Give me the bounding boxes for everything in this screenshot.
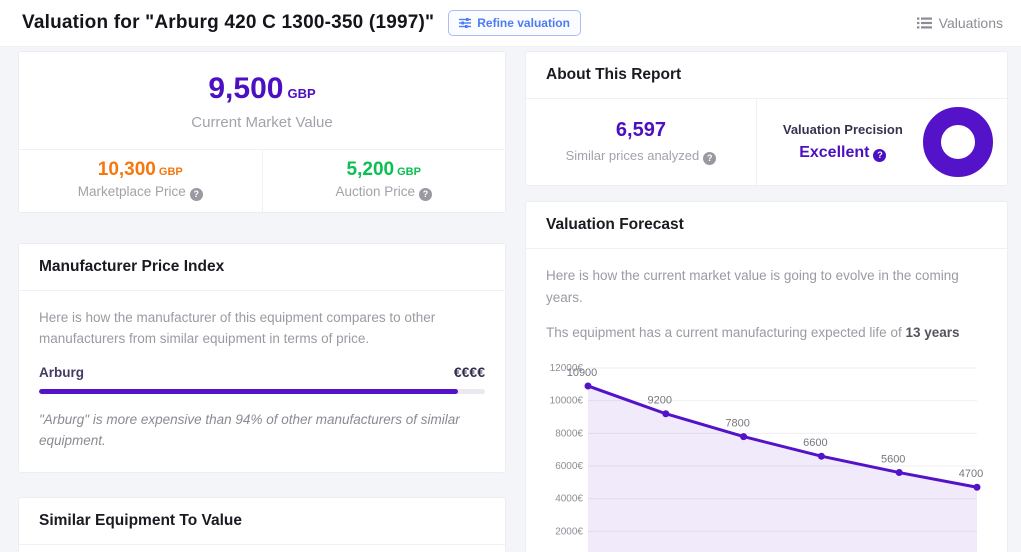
forecast-chart-wrap: 0€2000€4000€6000€8000€10000€12000€202120… — [546, 358, 987, 552]
left-column: 9,500 GBP Current Market Value 10,300 GBP … — [18, 51, 506, 552]
price-scale-symbols: €€€€ — [453, 363, 485, 380]
manufacturer-price-index-header: Manufacturer Price Index — [19, 244, 505, 291]
marketplace-price-help-icon[interactable]: ? — [189, 187, 203, 201]
svg-text:12000€: 12000€ — [550, 363, 584, 374]
price-breakdown-row: 10,300 GBP Marketplace Price? 5,200 GBP Au… — [19, 149, 505, 212]
precision-donut-chart — [923, 107, 993, 177]
valuation-precision-label: Valuation Precision — [782, 122, 903, 137]
marketplace-price-label: Marketplace Price? — [19, 184, 262, 201]
refine-valuation-label: Refine valuation — [477, 16, 570, 30]
market-value-card: 9,500 GBP Current Market Value 10,300 GBP … — [18, 51, 506, 213]
auction-price-help-icon[interactable]: ? — [419, 187, 433, 201]
forecast-life-text: Ths equipment has a current manufacturin… — [546, 325, 960, 341]
svg-text:10900: 10900 — [567, 367, 598, 379]
valuations-link[interactable]: Valuations — [916, 15, 1003, 31]
refine-valuation-button[interactable]: Refine valuation — [448, 10, 581, 36]
prices-analyzed-cell: 6,597 Similar prices analyzed? — [526, 99, 757, 185]
similar-equipment-header: Similar Equipment To Value — [19, 498, 505, 545]
marketplace-price-amount: 10,300 — [97, 159, 156, 180]
price-index-scale-row: Arburg €€€€ — [39, 364, 485, 380]
auction-price-currency: GBP — [397, 166, 421, 178]
main-content: 9,500 GBP Current Market Value 10,300 GBP … — [0, 47, 1021, 552]
svg-text:9200: 9200 — [648, 395, 672, 407]
similar-equipment-title: Similar Equipment To Value — [39, 511, 242, 529]
marketplace-price-cell: 10,300 GBP Marketplace Price? — [19, 150, 262, 212]
svg-text:5600: 5600 — [881, 453, 905, 465]
svg-text:6600: 6600 — [803, 437, 827, 449]
manufacturer-price-index-body: Here is how the manufacturer of this equ… — [19, 291, 505, 472]
prices-analyzed-help-icon[interactable]: ? — [703, 151, 717, 165]
current-market-value-block: 9,500 GBP Current Market Value — [19, 52, 505, 149]
auction-price-label: Auction Price? — [263, 184, 506, 201]
current-market-value-amount: 9,500 — [208, 72, 284, 105]
price-index-bar — [39, 388, 485, 394]
page-title: Valuation for "Arburg 420 C 1300-350 (19… — [22, 12, 435, 33]
price-index-description: Here is how the manufacturer of this equ… — [39, 309, 436, 347]
manufacturer-name: Arburg — [39, 364, 84, 380]
precision-help-icon[interactable]: ? — [873, 148, 887, 162]
current-market-value-label: Current Market Value — [191, 114, 333, 131]
valuation-forecast-header: Valuation Forecast — [526, 202, 1007, 249]
prices-analyzed-label: Similar prices analyzed? — [566, 148, 717, 165]
prices-analyzed-value: 6,597 — [615, 119, 666, 142]
list-icon — [916, 17, 932, 29]
auction-price-amount: 5,200 — [346, 159, 395, 180]
valuation-forecast-card: Valuation Forecast Here is how the curre… — [525, 201, 1008, 552]
price-index-fill — [39, 388, 459, 394]
right-column: About This Report 6,597 Similar prices a… — [525, 51, 1008, 552]
valuation-precision-block: Valuation Precision Excellent? — [783, 122, 903, 162]
svg-text:8000€: 8000€ — [555, 428, 583, 439]
about-report-card: About This Report 6,597 Similar prices a… — [525, 51, 1008, 186]
about-report-row: 6,597 Similar prices analyzed? Valuation… — [526, 99, 1007, 185]
similar-equipment-row: Fanuc Roboshot Value this equipment — [19, 545, 505, 552]
valuation-precision-value: Excellent? — [783, 144, 903, 162]
forecast-chart: 0€2000€4000€6000€8000€10000€12000€202120… — [550, 363, 983, 552]
current-market-value-currency: GBP — [287, 86, 316, 101]
sliders-icon — [459, 17, 472, 29]
svg-text:6000€: 6000€ — [555, 461, 583, 472]
svg-text:7800: 7800 — [725, 417, 749, 429]
manufacturer-price-index-title: Manufacturer Price Index — [39, 257, 225, 275]
manufacturer-price-index-card: Manufacturer Price Index Here is how the… — [18, 242, 506, 473]
about-report-title: About This Report — [546, 66, 682, 83]
forecast-description: Here is how the current market value is … — [546, 268, 959, 305]
svg-text:2000€: 2000€ — [555, 526, 583, 537]
about-report-header: About This Report — [526, 52, 1007, 99]
valuations-label: Valuations — [938, 15, 1003, 31]
svg-text:4000€: 4000€ — [555, 493, 583, 504]
top-bar: Valuation for "Arburg 420 C 1300-350 (19… — [0, 0, 1021, 47]
svg-text:4700: 4700 — [959, 468, 983, 480]
valuation-forecast-title: Valuation Forecast — [546, 216, 684, 233]
svg-text:10000€: 10000€ — [550, 395, 584, 406]
similar-equipment-card: Similar Equipment To Value Fanuc Robosho… — [18, 496, 506, 552]
marketplace-price-currency: GBP — [158, 166, 183, 178]
valuation-forecast-body: Here is how the current market value is … — [526, 249, 1007, 552]
auction-price-cell: 5,200 GBP Auction Price? — [261, 150, 506, 212]
forecast-life-years: 13 years — [905, 325, 960, 341]
valuation-precision-cell: Valuation Precision Excellent? — [757, 99, 1007, 185]
price-index-note: "Arburg" is more expensive than 94% of o… — [39, 411, 460, 449]
